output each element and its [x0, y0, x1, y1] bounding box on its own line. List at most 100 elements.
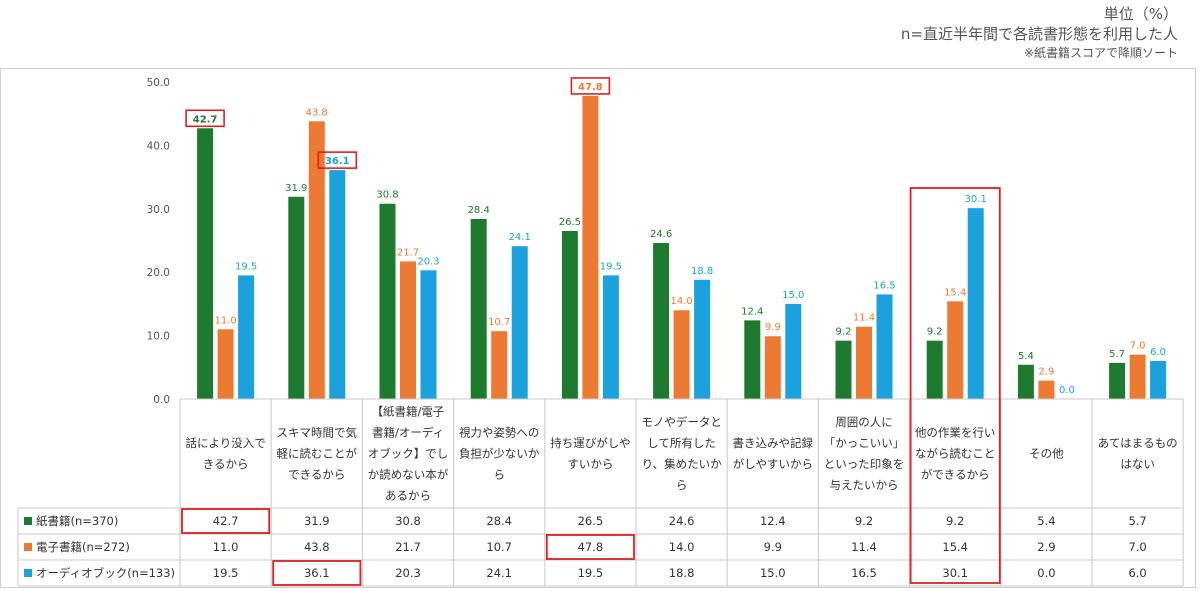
sort-note: ※紙書籍スコアで降順ソート [1023, 45, 1178, 60]
bar [379, 203, 396, 399]
legend-swatch [24, 569, 32, 577]
table-cell-value: 15.0 [760, 566, 786, 580]
data-label: 19.5 [600, 261, 622, 272]
data-label: 18.8 [691, 266, 713, 277]
bar [561, 230, 578, 399]
category-label: ら [676, 478, 688, 492]
bar [876, 294, 893, 399]
data-label: 43.8 [306, 107, 328, 118]
category-label: 周囲の人に [835, 415, 893, 429]
category-label: 持ち運びがしや [550, 436, 630, 450]
data-label: 11.4 [853, 313, 875, 324]
data-label: 9.9 [765, 322, 781, 333]
category-label: モノやデータと [641, 415, 722, 429]
data-label: 31.9 [285, 183, 307, 194]
data-label: 26.5 [559, 217, 581, 228]
y-tick-label: 50.0 [147, 77, 170, 89]
table-cell-value: 43.8 [304, 540, 330, 554]
legend-label: オーディオブック(n=133) [36, 566, 175, 580]
bar [491, 331, 508, 399]
data-label: 42.7 [193, 114, 218, 125]
bar [420, 270, 437, 399]
bar [694, 279, 711, 399]
table-cell-value: 30.1 [942, 566, 968, 580]
category-label: ら [493, 468, 505, 482]
data-label: 16.5 [873, 280, 895, 291]
data-label: 5.4 [1018, 351, 1034, 362]
table-cell-value: 2.9 [1037, 540, 1055, 554]
data-label: 15.4 [944, 287, 966, 298]
data-label: 19.5 [235, 261, 257, 272]
y-tick-label: 20.0 [147, 267, 170, 279]
data-label: 10.7 [488, 317, 510, 328]
bar [511, 246, 528, 399]
bar [1129, 354, 1146, 399]
table-cell-value: 7.0 [1128, 540, 1146, 554]
table-cell-value: 18.8 [669, 566, 695, 580]
category-label: ができるから [921, 468, 990, 482]
data-label: 20.3 [417, 256, 439, 267]
bar [785, 303, 802, 399]
bar [400, 261, 416, 399]
category-label: して所有した [647, 436, 716, 450]
category-label: り、集めたいか [642, 457, 723, 471]
category-label: できるから [288, 468, 345, 482]
bar [653, 243, 670, 399]
highlight-box [570, 77, 611, 95]
table-cell-value: 16.5 [851, 566, 877, 580]
table-cell-value: 42.7 [213, 514, 239, 528]
bar [602, 275, 619, 399]
data-label: 36.1 [325, 156, 350, 167]
data-label: 30.8 [376, 190, 398, 201]
bar [470, 218, 487, 399]
category-label: か読めない本が [368, 468, 449, 482]
bar [1150, 360, 1167, 399]
category-label: 視力や姿勢への [459, 426, 540, 440]
table-cell-value: 14.0 [669, 540, 695, 554]
data-label: 28.4 [468, 205, 490, 216]
category-label: がしやすいから [733, 457, 813, 471]
category-label: あてはまるもの [1098, 436, 1178, 450]
table-cell-value: 15.4 [942, 540, 968, 554]
data-label: 6.0 [1150, 347, 1166, 358]
bar [329, 170, 346, 399]
category-label: 軽に読むことが [277, 447, 358, 461]
table-cell-value: 5.4 [1037, 514, 1055, 528]
table-cell-value: 6.0 [1128, 566, 1146, 580]
table-cell-value: 12.4 [760, 514, 786, 528]
table-cell-value: 24.6 [669, 514, 695, 528]
category-label: すいから [567, 457, 613, 471]
bar [926, 340, 943, 399]
unit-note: 単位（%） [1103, 5, 1178, 23]
basis-note: n=直近半年間で各読書形態を利用した人 [900, 25, 1178, 44]
data-label: 7.0 [1130, 341, 1146, 352]
legend-label: 紙書籍(n=370) [36, 514, 118, 528]
table-cell-value: 36.1 [304, 566, 330, 580]
y-tick-label: 10.0 [147, 331, 170, 343]
data-label: 15.0 [782, 290, 804, 301]
category-label: 他の作業を行い [915, 426, 996, 440]
table-cell-value: 26.5 [578, 514, 604, 528]
legend-swatch [24, 517, 32, 525]
category-label: といった印象を [824, 457, 905, 471]
data-label: 5.7 [1109, 349, 1125, 360]
bar [744, 320, 761, 399]
bar [582, 95, 599, 399]
category-label: オブック】でし [368, 447, 449, 461]
table-cell-value: 47.8 [578, 540, 604, 554]
category-label: その他 [1029, 447, 1064, 461]
table-cell-value: 21.7 [395, 540, 421, 554]
data-label: 24.1 [509, 232, 531, 243]
bar [835, 340, 852, 399]
table-cell-value: 24.1 [486, 566, 512, 580]
bar [1038, 380, 1055, 399]
table-highlight-box [272, 560, 362, 586]
data-label: 11.0 [214, 315, 236, 326]
bar [288, 196, 305, 399]
table-cell-value: 19.5 [213, 566, 239, 580]
data-label: 9.2 [927, 327, 943, 338]
category-label: 「かっこいい」 [824, 436, 905, 450]
table-cell-value: 30.8 [395, 514, 421, 528]
table-cell-value: 28.4 [486, 514, 512, 528]
data-label: 0.0 [1059, 385, 1075, 396]
